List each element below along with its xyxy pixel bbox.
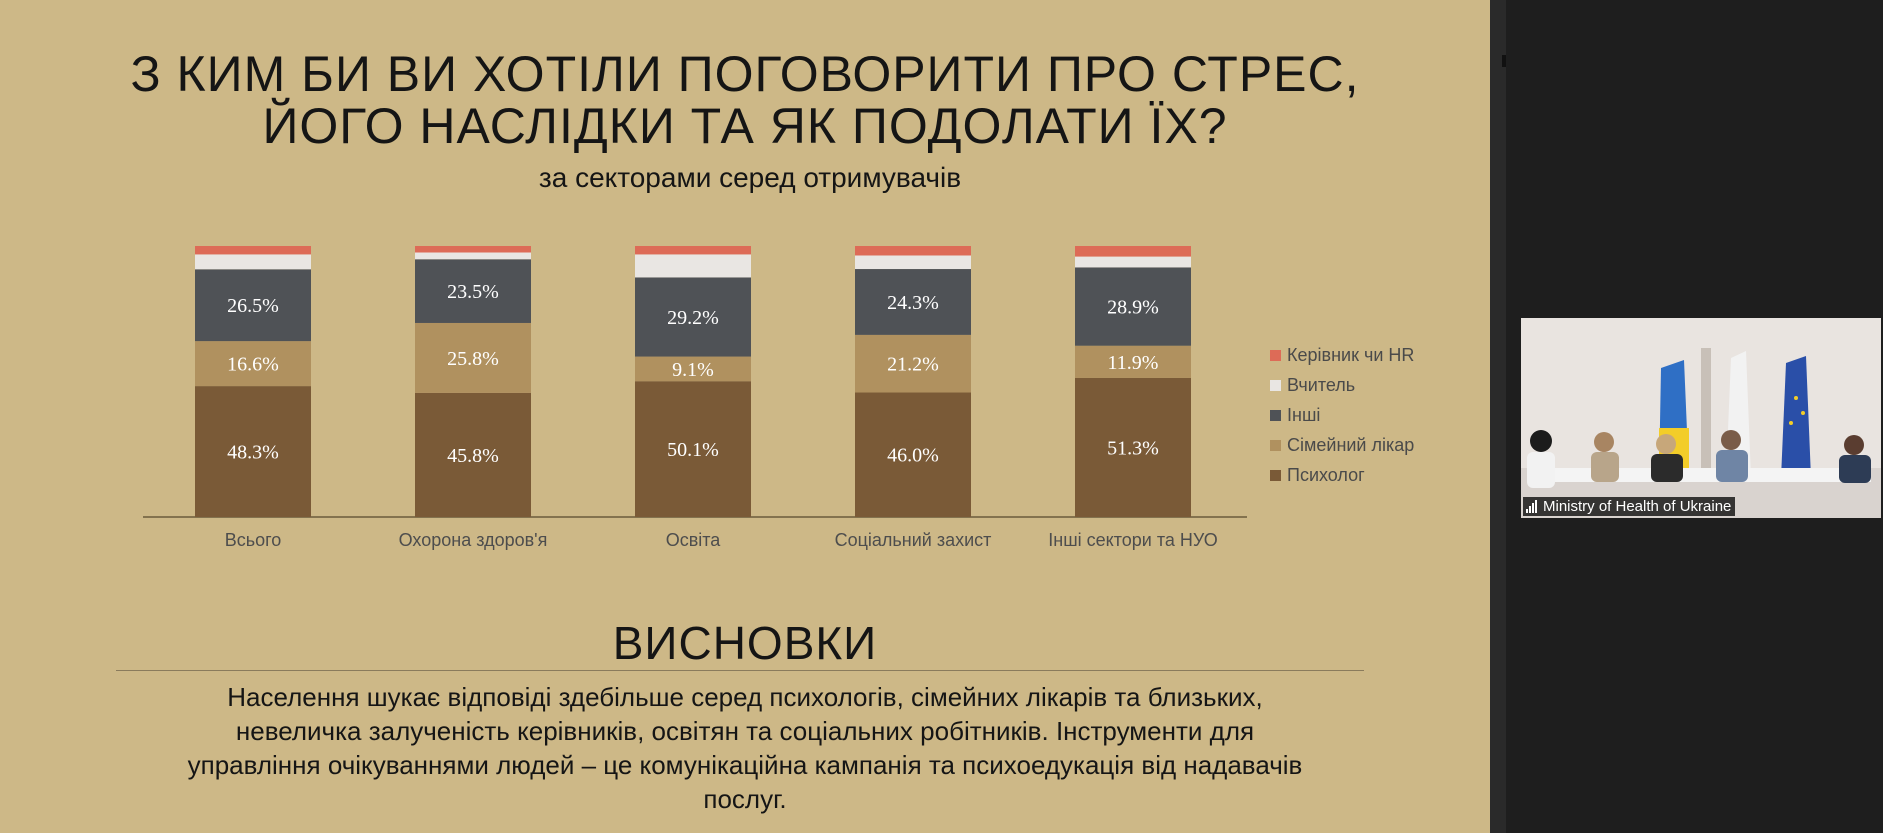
data-label: 29.2% bbox=[667, 307, 719, 329]
bar-segment-керівник-чи-hr-1 bbox=[195, 246, 311, 255]
legend-label: Психолог bbox=[1287, 464, 1365, 485]
legend-item-сімейний-лікар: Сімейний лікар bbox=[1270, 430, 1414, 460]
slide-subtitle: за секторами серед отримувачів bbox=[538, 162, 962, 193]
bar-segment-психолог-5 bbox=[1075, 377, 1191, 517]
panel-divider bbox=[1490, 0, 1506, 833]
bar-segment-сімейний-лікар-1 bbox=[195, 341, 311, 387]
video-name-text: Ministry of Health of Ukraine bbox=[1543, 498, 1732, 515]
slide-title-line-1: З КИМ БИ ВИ ХОТІЛИ ПОГОВОРИТИ ПРО СТРЕС, bbox=[130, 46, 1360, 102]
bar-segment-інші-1 bbox=[195, 269, 311, 342]
chart-legend: Керівник чи HR Вчитель Інші Сімейний лікар П… bbox=[1270, 340, 1414, 490]
legend-label: Сімейний лікар bbox=[1287, 434, 1415, 455]
data-label: 50.1% bbox=[667, 439, 719, 461]
bar-segment-керівник-чи-hr-5 bbox=[1075, 246, 1191, 257]
data-label: 28.9% bbox=[1107, 297, 1159, 319]
conclusions-heading: ВИСНОВКИ bbox=[612, 617, 878, 669]
data-label: 24.3% bbox=[887, 292, 939, 314]
bar-segment-сімейний-лікар-5 bbox=[1075, 345, 1191, 378]
bar-segment-вчитель-4 bbox=[855, 255, 971, 270]
participant-video-tile[interactable]: Ministry of Health of Ukraine bbox=[1521, 318, 1881, 518]
legend-swatch bbox=[1270, 439, 1281, 451]
presentation-slide: З КИМ БИ ВИ ХОТІЛИ ПОГОВОРИТИ ПРО СТРЕС,… bbox=[0, 0, 1490, 833]
bar-segment-вчитель-2 bbox=[415, 252, 531, 260]
bar-segment-вчитель-1 bbox=[195, 254, 311, 270]
conclusions-text-line-4: послуг. bbox=[703, 784, 787, 814]
bar-segment-сімейний-лікар-3 bbox=[635, 356, 751, 382]
bar-segment-інші-2 bbox=[415, 259, 531, 323]
video-feed-image bbox=[1521, 318, 1881, 518]
bar-segment-інші-5 bbox=[1075, 267, 1191, 346]
data-label: 45.8% bbox=[447, 445, 499, 467]
bar-segment-керівник-чи-hr-4 bbox=[855, 246, 971, 256]
bar-segment-психолог-1 bbox=[195, 386, 311, 517]
bar-segment-керівник-чи-hr-3 bbox=[635, 246, 751, 255]
data-label: 25.8% bbox=[447, 348, 499, 370]
x-tick-label: Інші сектори та НУО bbox=[1048, 530, 1217, 550]
legend-item-інші: Інші bbox=[1270, 400, 1414, 430]
legend-swatch bbox=[1270, 349, 1281, 361]
data-label: 9.1% bbox=[672, 359, 714, 381]
bar-segment-вчитель-3 bbox=[635, 254, 751, 278]
conclusions-divider bbox=[116, 670, 1364, 671]
bar-segment-інші-3 bbox=[635, 277, 751, 357]
bar-segment-психолог-3 bbox=[635, 381, 751, 517]
data-label: 51.3% bbox=[1107, 437, 1159, 459]
stacked-bar-chart: 48.3% 16.6% 26.5% Всього 45.8% 25.8% 23.5% Охор… bbox=[143, 246, 1247, 550]
data-label: 16.6% bbox=[227, 354, 279, 376]
data-label: 23.5% bbox=[447, 281, 499, 303]
legend-item-вчитель: Вчитель bbox=[1270, 370, 1414, 400]
bar-segment-психолог-4 bbox=[855, 392, 971, 517]
bar-segment-сімейний-лікар-2 bbox=[415, 322, 531, 393]
conclusions-text-line-1: Населення шукає відповіді здебільше сере… bbox=[227, 682, 1263, 712]
legend-item-керівник-чи-hr: Керівник чи HR bbox=[1270, 340, 1414, 370]
signal-bars-icon bbox=[1526, 500, 1538, 513]
data-label: 48.3% bbox=[227, 442, 279, 464]
x-tick-label: Охорона здоров'я bbox=[399, 530, 548, 550]
conclusions-text-line-2: невеличка залученість керівників, освітя… bbox=[235, 716, 1255, 746]
data-label: 26.5% bbox=[227, 295, 279, 317]
slide-title-line-2: ЙОГО НАСЛІДКИ ТА ЯК ПОДОЛАТИ ЇХ? bbox=[262, 98, 1228, 154]
legend-swatch bbox=[1270, 469, 1281, 481]
bar-segment-психолог-2 bbox=[415, 392, 531, 517]
bar-segment-керівник-чи-hr-2 bbox=[415, 246, 531, 253]
x-tick-label: Всього bbox=[225, 530, 282, 550]
bar-segment-вчитель-5 bbox=[1075, 256, 1191, 268]
data-label: 21.2% bbox=[887, 354, 939, 376]
x-tick-label: Освіта bbox=[666, 530, 722, 550]
legend-label: Вчитель bbox=[1287, 374, 1356, 395]
legend-item-психолог: Психолог bbox=[1270, 460, 1414, 490]
legend-label: Інші bbox=[1287, 404, 1321, 425]
bar-segment-сімейний-лікар-4 bbox=[855, 334, 971, 393]
data-label: 46.0% bbox=[887, 445, 939, 467]
bar-segment-інші-4 bbox=[855, 269, 971, 335]
panel-handle[interactable] bbox=[1502, 55, 1506, 67]
conclusions-text-line-3: управління очікуваннями людей – це комун… bbox=[187, 750, 1303, 780]
legend-label: Керівник чи HR bbox=[1287, 344, 1415, 365]
video-name-label: Ministry of Health of Ukraine bbox=[1523, 497, 1736, 516]
data-label: 11.9% bbox=[1108, 352, 1159, 374]
legend-swatch bbox=[1270, 379, 1281, 391]
legend-swatch bbox=[1270, 409, 1281, 421]
x-tick-label: Соціальний захист bbox=[835, 530, 992, 550]
